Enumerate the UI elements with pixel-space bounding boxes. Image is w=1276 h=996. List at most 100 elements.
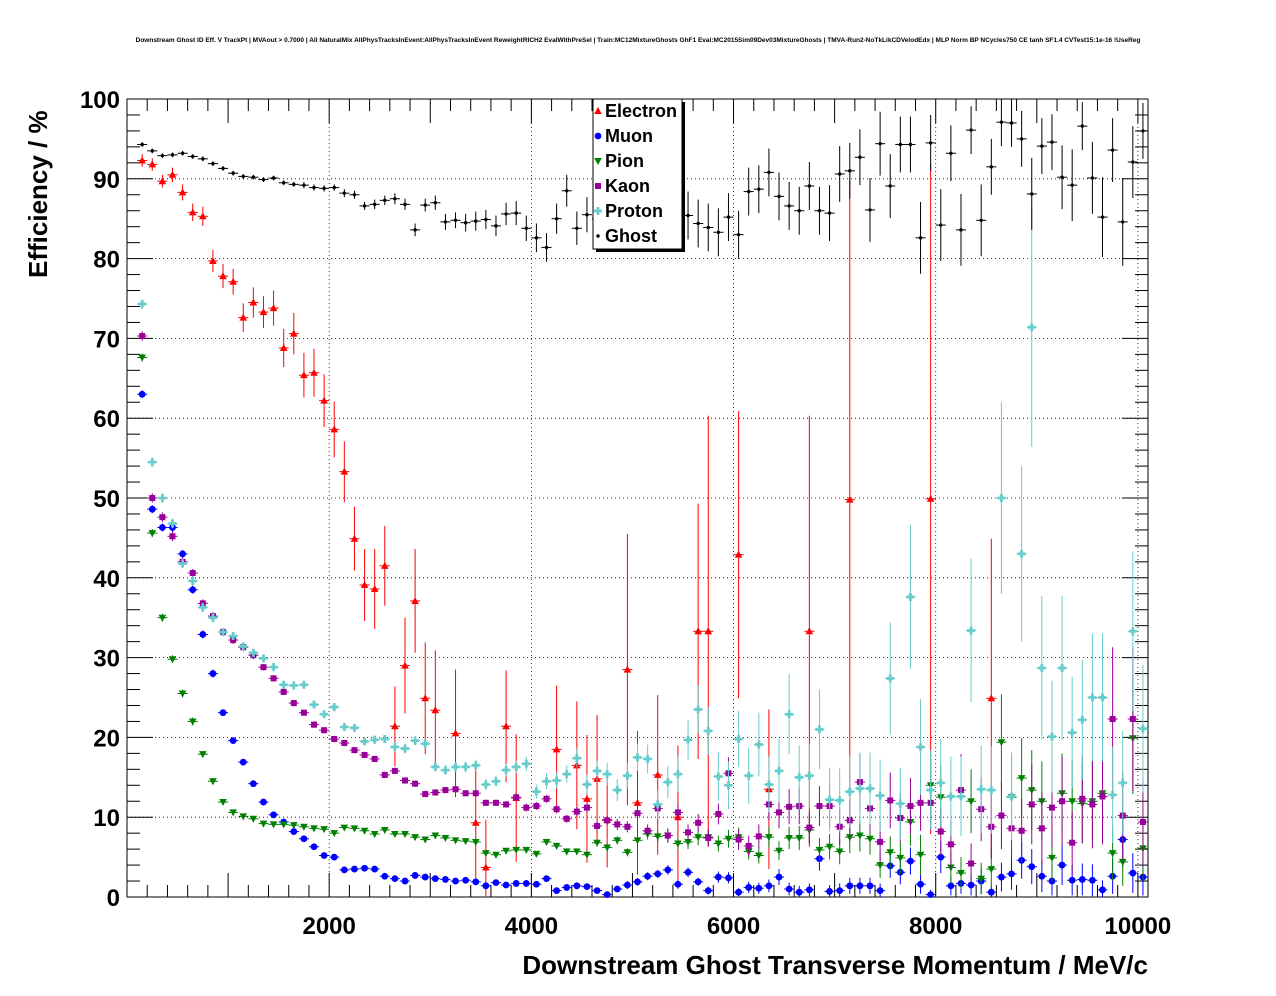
ghost-point bbox=[888, 184, 892, 188]
pion-point bbox=[239, 813, 248, 821]
ghost-point bbox=[201, 157, 205, 161]
x-tick-label: 8000 bbox=[909, 913, 962, 940]
ghost-point bbox=[494, 224, 498, 228]
kaon-point bbox=[1048, 804, 1055, 811]
muon-point bbox=[987, 888, 995, 896]
proton-point bbox=[603, 770, 612, 779]
muon-point bbox=[512, 880, 520, 887]
pion-point bbox=[967, 798, 975, 806]
electron-point bbox=[623, 665, 632, 673]
pion-point bbox=[724, 835, 733, 843]
electron-point bbox=[411, 596, 419, 604]
kaon-point bbox=[139, 333, 146, 340]
pion-point bbox=[977, 875, 986, 883]
proton-point bbox=[259, 654, 268, 663]
proton-point bbox=[239, 642, 248, 651]
legend-entry-kaon: Kaon bbox=[595, 176, 650, 196]
electron-point bbox=[482, 863, 490, 871]
ghost-point bbox=[474, 219, 478, 223]
proton-point bbox=[360, 737, 369, 746]
proton-point bbox=[795, 773, 804, 782]
muon-point bbox=[239, 758, 247, 766]
ghost-point bbox=[504, 212, 508, 216]
proton-point bbox=[310, 700, 319, 709]
pion-point bbox=[603, 844, 611, 852]
muon-point bbox=[543, 875, 550, 883]
y-tick-label: 20 bbox=[93, 725, 120, 752]
proton-point bbox=[1027, 323, 1036, 332]
kaon-point bbox=[715, 811, 722, 818]
ghost-point bbox=[180, 151, 185, 155]
proton-point bbox=[219, 628, 228, 637]
kaon-point bbox=[907, 803, 914, 810]
proton-point bbox=[775, 766, 784, 775]
electron-point bbox=[694, 627, 702, 635]
pion-point bbox=[330, 830, 339, 838]
y-tick-label: 50 bbox=[93, 486, 120, 513]
proton-point bbox=[785, 710, 794, 719]
pion-point bbox=[1017, 775, 1026, 783]
ghost-point bbox=[362, 204, 367, 208]
kaon-point bbox=[786, 803, 793, 810]
kaon-point bbox=[998, 812, 1005, 819]
ghost-point bbox=[170, 153, 175, 157]
muon-point bbox=[704, 887, 712, 895]
kaon-point bbox=[1038, 825, 1045, 832]
x-tick-label: 6000 bbox=[707, 913, 760, 940]
proton-point bbox=[411, 736, 420, 745]
ghost-point bbox=[878, 141, 882, 146]
muon-point bbox=[644, 872, 652, 880]
ghost-point bbox=[302, 183, 306, 187]
kaon-point bbox=[553, 806, 560, 813]
proton-point bbox=[906, 592, 915, 601]
legend-marker bbox=[594, 158, 602, 165]
proton-point bbox=[1017, 549, 1026, 558]
muon-point bbox=[492, 879, 500, 887]
proton-point bbox=[1047, 732, 1056, 741]
muon-point bbox=[1058, 861, 1066, 869]
legend-marker bbox=[596, 234, 600, 238]
muon-point bbox=[795, 888, 803, 896]
pion-point bbox=[886, 849, 895, 857]
pion-point bbox=[431, 832, 440, 840]
pion-point bbox=[674, 840, 682, 848]
kaon-point bbox=[159, 514, 166, 521]
kaon-point bbox=[462, 790, 469, 797]
pion-point bbox=[1048, 854, 1056, 862]
ghost-point bbox=[160, 153, 165, 158]
pion-point bbox=[178, 690, 187, 698]
x-axis: 2000 4000 6000 8000 10000 bbox=[146, 99, 1171, 940]
kaon-point bbox=[816, 803, 823, 810]
proton-point bbox=[542, 777, 551, 786]
proton-point bbox=[208, 613, 217, 622]
ghost-point bbox=[514, 211, 518, 215]
muon-point bbox=[947, 882, 955, 890]
ghost-point bbox=[716, 230, 721, 234]
kaon-point bbox=[290, 700, 297, 707]
ghost-point bbox=[969, 128, 973, 132]
ghost-point bbox=[433, 201, 438, 205]
ghost-point bbox=[837, 172, 842, 176]
kaon-point bbox=[341, 739, 348, 746]
muon-point bbox=[391, 875, 399, 883]
electron-point bbox=[552, 745, 561, 753]
muon-point bbox=[805, 886, 813, 894]
pion-point bbox=[694, 834, 702, 842]
electron-point bbox=[380, 561, 389, 569]
kaon-point bbox=[331, 735, 338, 742]
kaon-point bbox=[482, 799, 489, 806]
kaon-point bbox=[674, 809, 681, 816]
pion-point bbox=[441, 834, 450, 842]
electron-point bbox=[431, 706, 440, 714]
ghost-point bbox=[787, 204, 791, 208]
pion-point bbox=[876, 862, 884, 870]
electron-point bbox=[370, 584, 379, 592]
electron-point bbox=[239, 313, 248, 321]
proton-point bbox=[340, 723, 349, 732]
pion-point bbox=[613, 837, 622, 845]
ghost-point bbox=[726, 215, 731, 219]
proton-point bbox=[562, 770, 571, 779]
muon-point bbox=[725, 874, 732, 882]
kaon-point bbox=[311, 721, 318, 728]
